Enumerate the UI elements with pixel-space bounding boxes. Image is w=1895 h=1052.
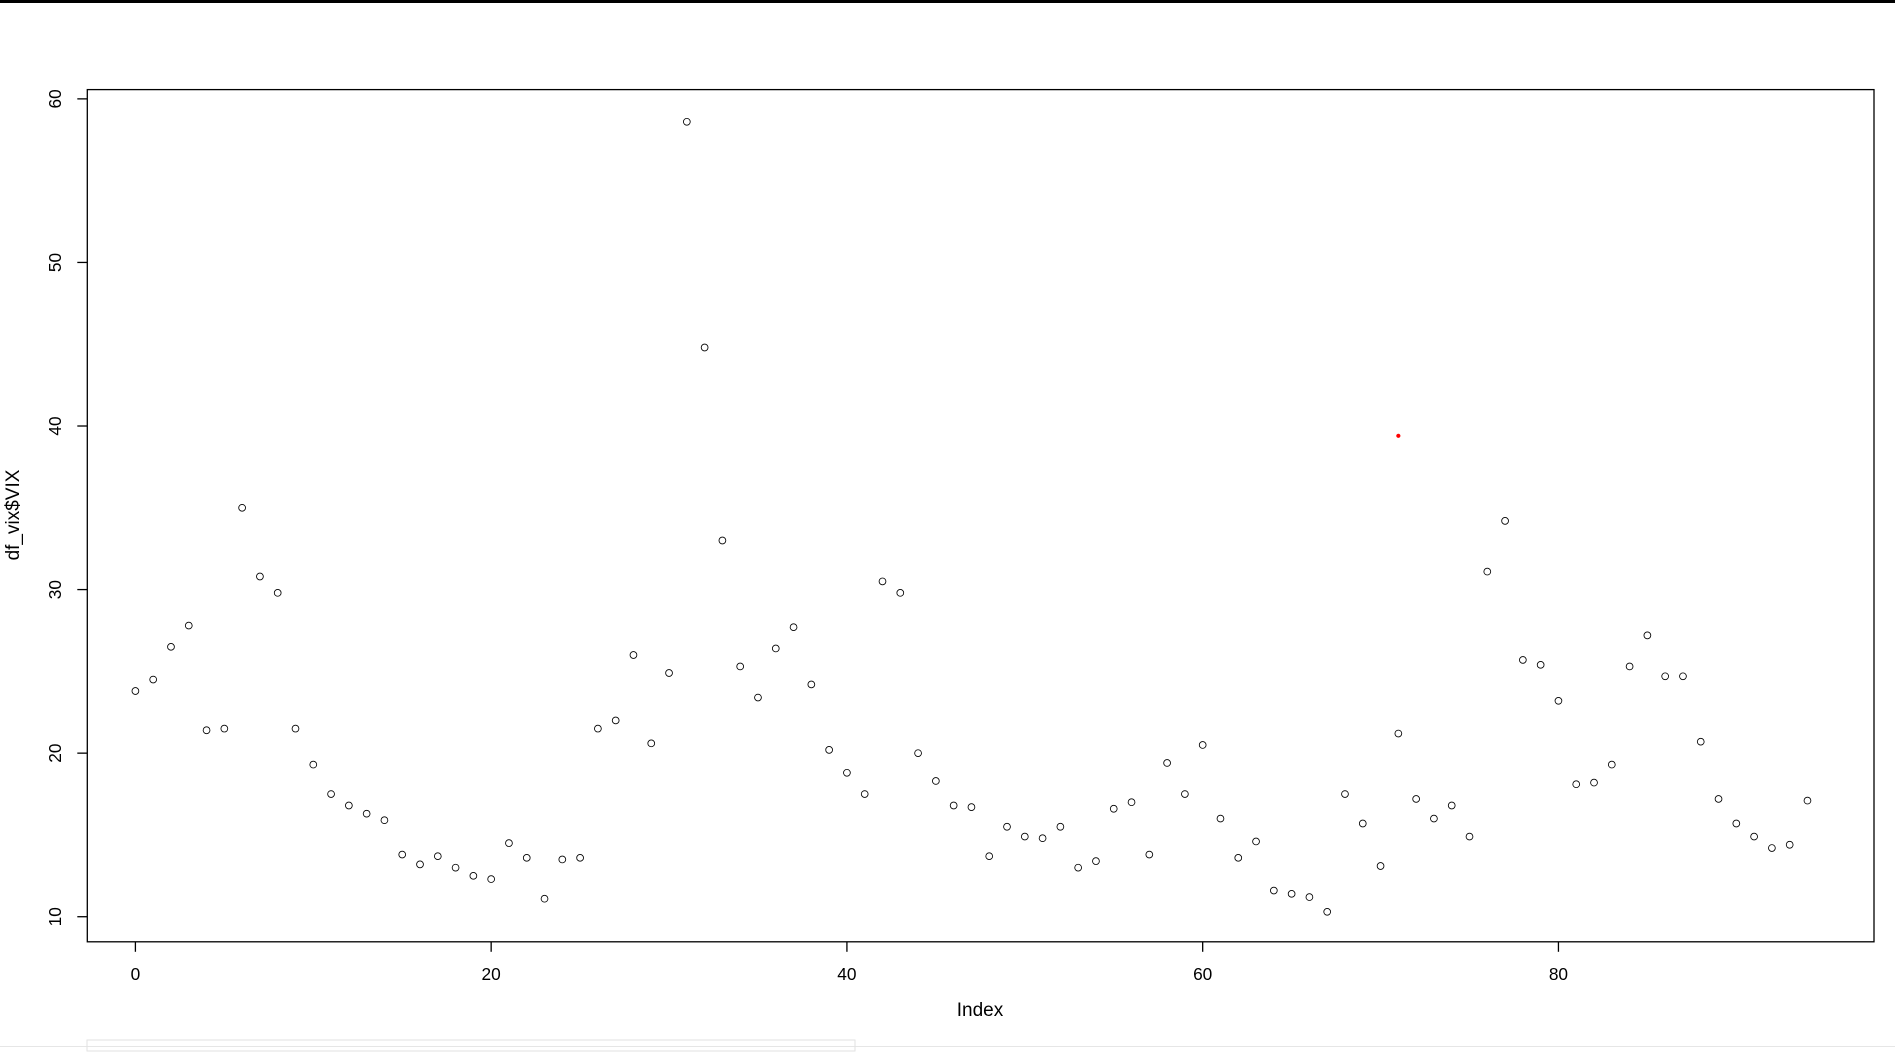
svg-text:60: 60 <box>1193 964 1212 984</box>
svg-text:50: 50 <box>45 253 65 272</box>
svg-text:20: 20 <box>45 744 65 763</box>
svg-text:80: 80 <box>1549 964 1568 984</box>
svg-text:20: 20 <box>482 964 501 984</box>
svg-text:60: 60 <box>45 89 65 108</box>
svg-text:0: 0 <box>131 964 141 984</box>
svg-text:30: 30 <box>45 580 65 599</box>
svg-text:40: 40 <box>837 964 856 984</box>
svg-text:40: 40 <box>45 416 65 435</box>
svg-text:10: 10 <box>45 907 65 926</box>
